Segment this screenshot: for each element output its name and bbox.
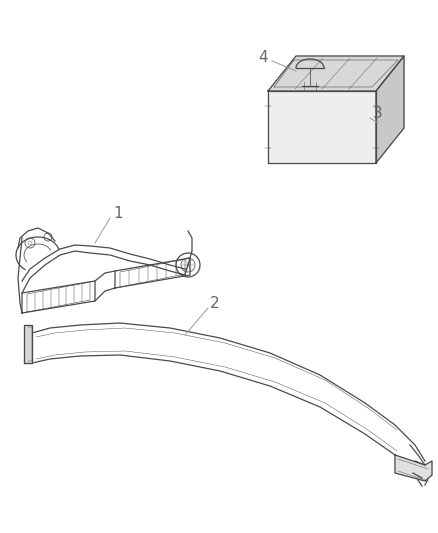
Polygon shape <box>24 325 32 363</box>
Polygon shape <box>268 91 376 163</box>
Text: 1: 1 <box>113 206 123 221</box>
Polygon shape <box>395 455 432 481</box>
Text: 3: 3 <box>373 106 383 120</box>
Text: 4: 4 <box>258 51 268 66</box>
Polygon shape <box>268 56 404 91</box>
Text: 2: 2 <box>210 295 220 311</box>
Polygon shape <box>376 56 404 163</box>
